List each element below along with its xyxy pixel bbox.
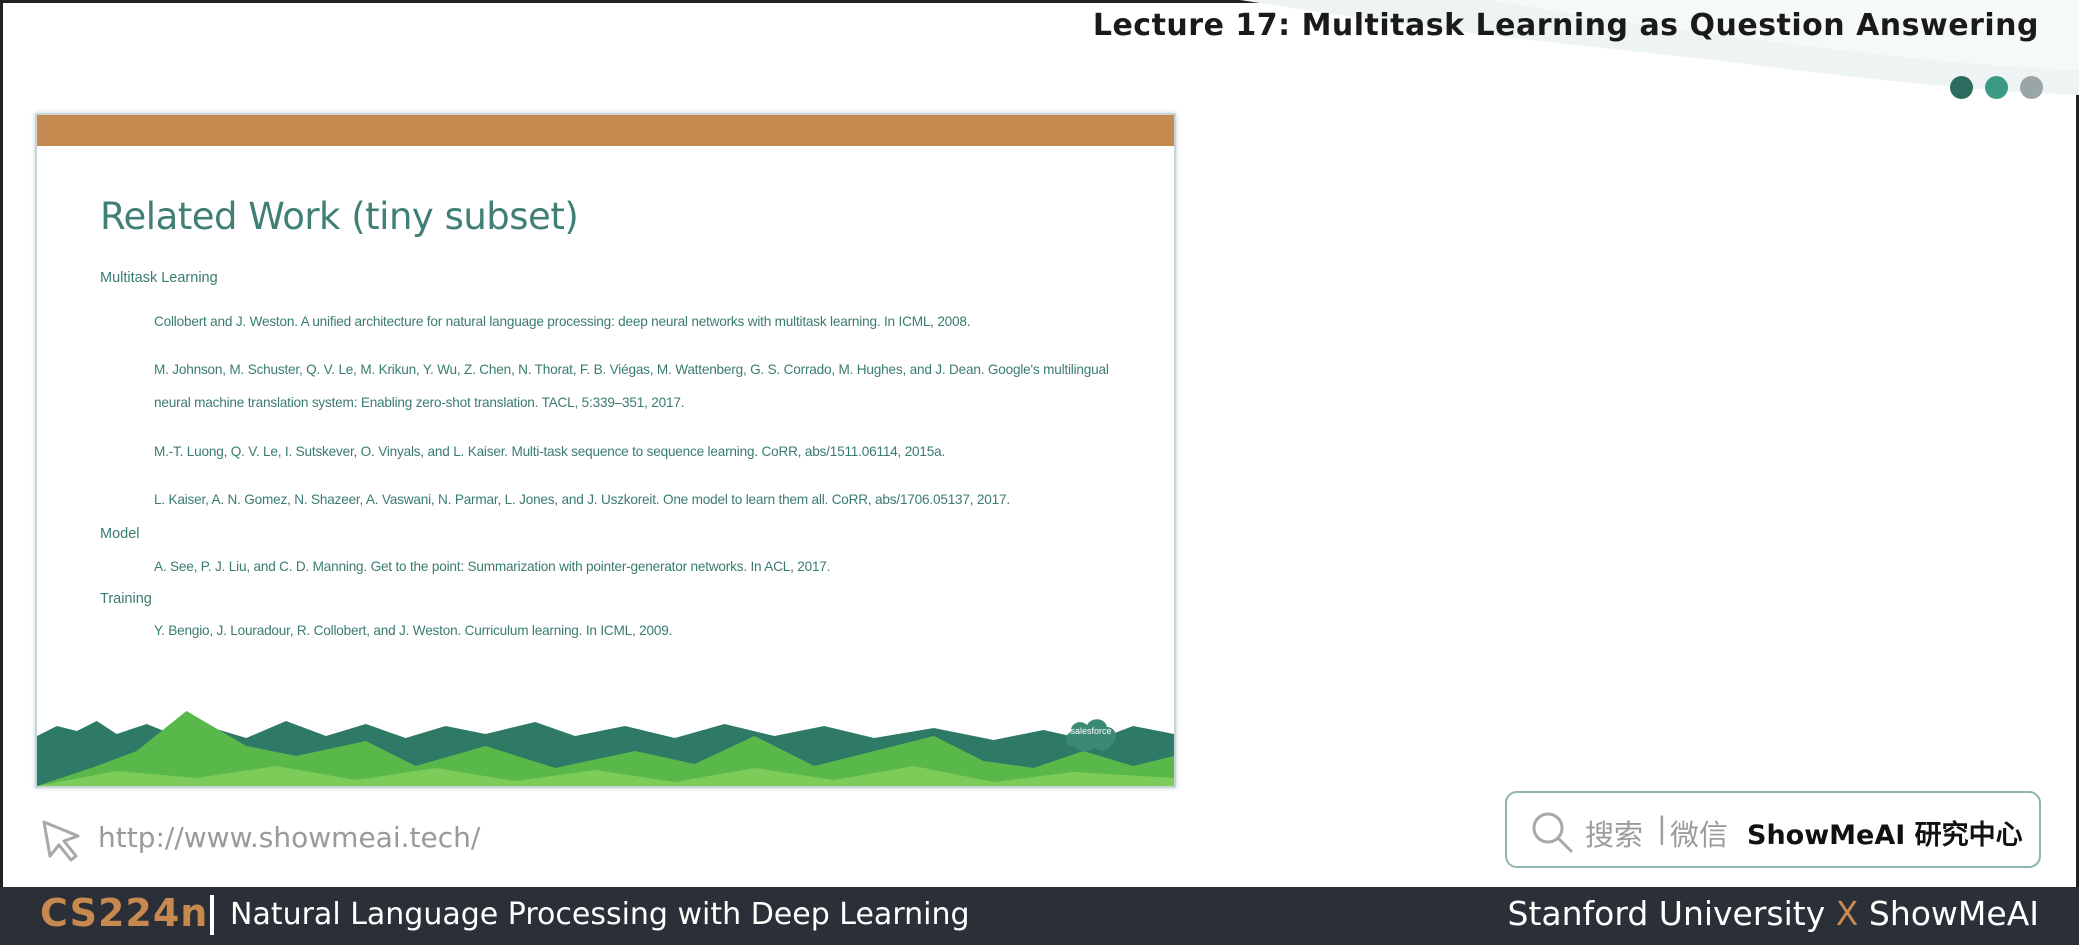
course-name: Natural Language Processing with Deep Le…	[230, 897, 970, 932]
credit-showmeai: ShowMeAI	[1868, 894, 2039, 933]
slide-panel: Related Work (tiny subset) Multitask Lea…	[35, 113, 1176, 788]
search-icon	[1532, 812, 1573, 853]
slide-title: Related Work (tiny subset)	[100, 195, 579, 238]
section-label-training: Training	[100, 591, 152, 607]
footer-divider	[210, 895, 214, 935]
salesforce-logo-text: salesforce	[1070, 726, 1112, 736]
progress-dot-2	[1985, 76, 2008, 99]
footer-bar: CS224n Natural Language Processing with …	[0, 887, 2079, 945]
reference-item: Collobert and J. Weston. A unified archi…	[154, 314, 971, 329]
progress-dot-3	[2020, 76, 2043, 99]
progress-dot-1	[1950, 76, 1973, 99]
credit-stanford: Stanford University	[1507, 894, 1826, 933]
search-hint-wechat: 微信	[1670, 818, 1729, 852]
lecture-title: Lecture 17: Multitask Learning as Questi…	[1092, 8, 2039, 43]
section-label-model: Model	[100, 526, 140, 542]
search-brand-name: ShowMeAI 研究中心	[1747, 820, 2023, 851]
header-swoosh-decoration	[1240, 0, 2079, 95]
reference-item: A. See, P. J. Liu, and C. D. Manning. Ge…	[154, 559, 831, 574]
wechat-search-box[interactable]: 搜索 | 微信 ShowMeAI 研究中心	[1505, 791, 2041, 868]
reference-item-continuation: neural machine translation system: Enabl…	[154, 395, 685, 410]
slide-progress-dots	[1950, 76, 2043, 99]
showmeai-url-link[interactable]: http://www.showmeai.tech/	[98, 821, 481, 854]
reference-item: M.-T. Luong, Q. V. Le, I. Sutskever, O. …	[154, 444, 946, 459]
forest-footer-illustration	[37, 711, 1174, 786]
salesforce-logo	[1066, 719, 1116, 752]
section-label-multitask: Multitask Learning	[100, 270, 218, 286]
cursor-pointer-icon	[42, 820, 80, 862]
reference-item: L. Kaiser, A. N. Gomez, N. Shazeer, A. V…	[154, 492, 1010, 507]
reference-item: Y. Bengio, J. Louradour, R. Collobert, a…	[154, 623, 673, 638]
reference-item: M. Johnson, M. Schuster, Q. V. Le, M. Kr…	[154, 362, 1109, 377]
slide-accent-bar	[37, 115, 1174, 146]
search-hint-text: 搜索	[1585, 818, 1644, 852]
credit-x: X	[1835, 894, 1859, 933]
search-separator: |	[1657, 811, 1667, 845]
course-code: CS224n	[40, 891, 209, 935]
footer-credit: Stanford University X ShowMeAI	[1508, 894, 2039, 933]
